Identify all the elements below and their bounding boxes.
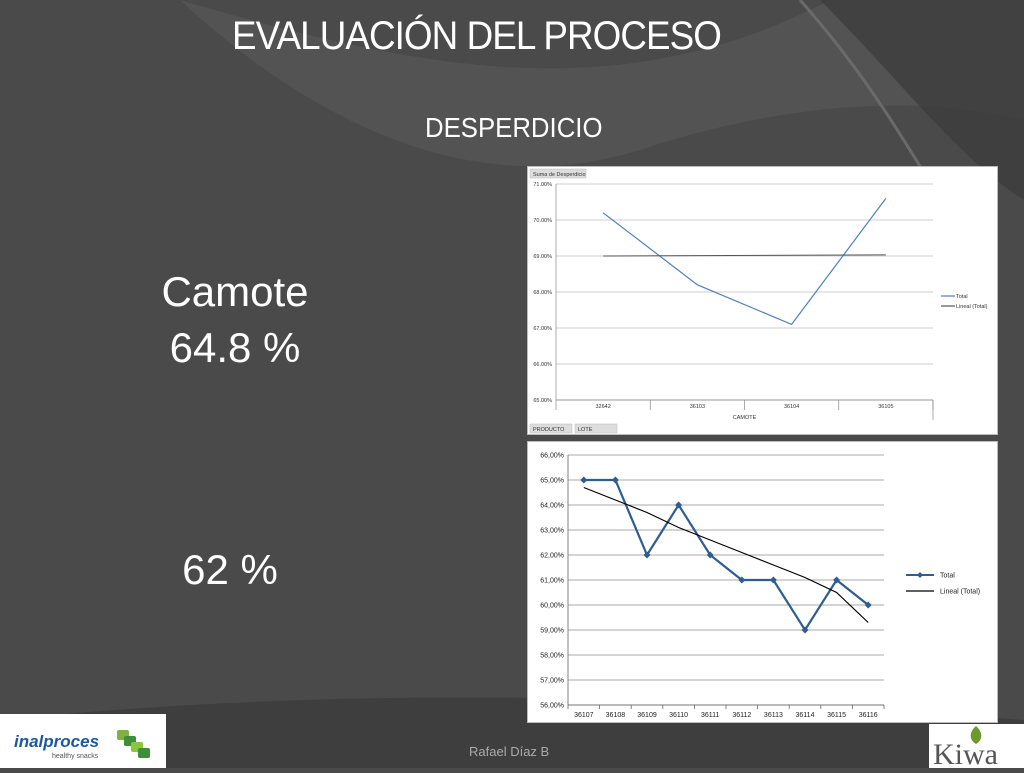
waste-chart-lots-svg: 56,00% 57,00% 58,00% 59,00% 60,00% 61,00% 62,0… — [540, 453, 980, 720]
data-point-marker — [675, 501, 683, 509]
legend-label: Total — [956, 294, 968, 300]
x-tick-label: 36105 — [878, 404, 893, 410]
y-tick-label: 60,00% — [540, 603, 564, 610]
x-tick-label: 36104 — [784, 404, 799, 410]
y-tick-label: 66.00% — [533, 362, 552, 368]
kiwa-logo-text: Kiwa — [933, 738, 998, 768]
y-tick-label: 65,00% — [540, 478, 564, 485]
y-tick-label: 58,00% — [540, 653, 564, 660]
data-point-marker — [706, 551, 714, 559]
series-line-trend — [603, 254, 886, 257]
y-tick-label: 68.00% — [533, 290, 552, 296]
y-tick-label: 57,00% — [540, 678, 564, 685]
data-point-marker — [833, 576, 841, 584]
x-tick-label: 36114 — [796, 712, 815, 719]
legend-label: Lineal (Total) — [940, 589, 980, 596]
waste-chart-camote-svg: Suma de Desperdicio 65.00% 66.00% 67.00% 68.… — [529, 168, 988, 434]
series-line-total — [602, 198, 887, 326]
x-tick-label: 36110 — [669, 712, 688, 719]
x-tick-label: 36112 — [732, 712, 751, 719]
y-tick-label: 64,00% — [540, 503, 564, 510]
x-tick-label: 36115 — [827, 712, 846, 719]
inalproces-logo-subtext: healthy snacks — [52, 753, 99, 760]
kiwa-logo: Kiwa — [929, 724, 1024, 771]
waste-chart-camote: Suma de Desperdicio 65.00% 66.00% 67.00% 68.… — [527, 166, 998, 435]
y-tick-label: 56,00% — [540, 703, 564, 710]
x-tick-label: 36111 — [701, 712, 720, 719]
x-tick-label: 32642 — [595, 404, 610, 410]
y-tick-label: 63,00% — [540, 528, 564, 535]
x-tick-label: 36113 — [764, 712, 783, 719]
x-tick-label: 36107 — [574, 712, 594, 719]
slide-subtitle: DESPERDICIO — [425, 112, 603, 143]
pivot-field-button-label: Suma de Desperdicio — [533, 172, 586, 178]
y-tick-label: 70.00% — [533, 218, 552, 224]
second-percentage: 62 % — [182, 546, 278, 593]
x-tick-label: 36109 — [637, 712, 657, 719]
y-tick-label: 69.00% — [533, 254, 552, 260]
data-point-marker — [580, 476, 588, 484]
data-point-marker — [611, 476, 619, 484]
inalproces-logo-text: inalproces — [14, 732, 99, 751]
camote-label: Camote — [161, 268, 309, 315]
y-tick-label: 61,00% — [540, 578, 564, 585]
x-tick-label: 36103 — [690, 404, 705, 410]
inalproces-logo: inalproces healthy snacks — [0, 714, 166, 768]
leaf-icon — [970, 726, 982, 744]
pivot-field-button — [529, 168, 587, 179]
pivot-filter-button — [529, 423, 573, 434]
legend-marker-total — [917, 572, 923, 578]
series-line-total — [583, 478, 869, 633]
waste-chart-lots: 56,00% 57,00% 58,00% 59,00% 60,00% 61,00% 62,0… — [527, 441, 998, 723]
y-tick-label: 62,00% — [540, 553, 564, 560]
y-tick-label: 71.00% — [533, 182, 552, 188]
legend-label: Total — [940, 573, 955, 580]
series-line-trend — [583, 486, 869, 623]
slide-title: EVALUACIÓN DEL PROCESO — [232, 14, 722, 58]
data-point-marker — [643, 551, 651, 559]
footer-author: Rafael Díaz B — [469, 744, 550, 759]
data-point-marker — [801, 626, 809, 634]
x-tick-label: 36116 — [859, 712, 878, 719]
pivot-filter-button — [574, 423, 618, 434]
camote-percentage: 64.8 % — [169, 324, 301, 371]
y-tick-label: 65.00% — [533, 398, 552, 404]
y-tick-label: 66,00% — [540, 453, 564, 460]
y-tick-label: 67.00% — [533, 326, 552, 332]
pivot-filter-button-label: LOTE — [578, 427, 593, 433]
x-tick-label: 36108 — [606, 712, 626, 719]
x-axis-label: CAMOTE — [733, 415, 757, 421]
legend-label: Lineal (Total) — [956, 304, 988, 310]
y-tick-label: 59,00% — [540, 628, 564, 635]
data-point-marker — [864, 601, 872, 609]
pivot-filter-button-label: PRODUCTO — [533, 427, 565, 433]
inalproces-logo-mark — [117, 730, 150, 758]
data-point-marker — [769, 576, 777, 584]
data-point-marker — [738, 576, 746, 584]
